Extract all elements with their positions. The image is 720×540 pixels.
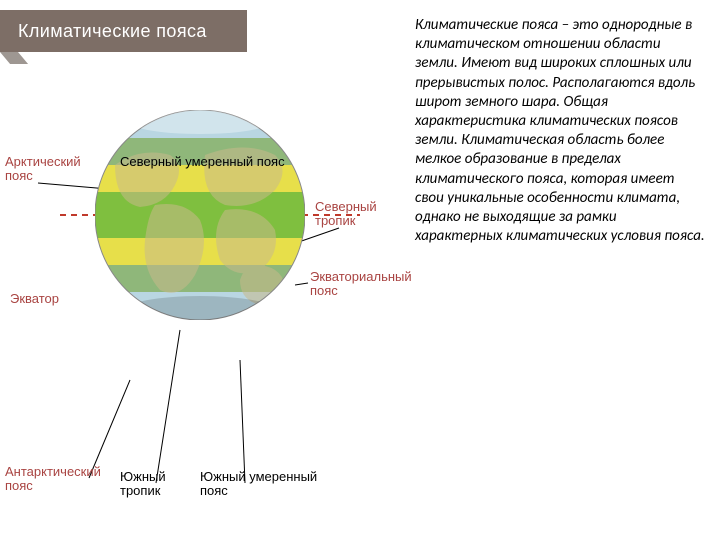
title-shadow bbox=[0, 52, 28, 64]
zone-label: Экваториальный пояс bbox=[310, 270, 412, 297]
zone-label: Северный умеренный пояс bbox=[120, 155, 285, 169]
zone-label: Антарктический пояс bbox=[5, 465, 101, 492]
title-bar: Климатические пояса bbox=[0, 10, 247, 52]
globe-svg bbox=[95, 110, 305, 320]
zone-label: Экватор bbox=[10, 292, 59, 306]
climate-diagram: Арктический пояс Северный умеренный пояс С… bbox=[0, 70, 400, 490]
zone-label: Южный умеренный пояс bbox=[200, 470, 317, 497]
description-paragraph: Климатические пояса – это однородные в к… bbox=[415, 16, 705, 246]
zone-label: Северный тропик bbox=[315, 200, 377, 227]
zone-label: Арктический пояс bbox=[5, 155, 81, 182]
globe bbox=[95, 110, 305, 320]
page-title: Климатические пояса bbox=[18, 21, 207, 41]
zone-label: Южный тропик bbox=[120, 470, 166, 497]
